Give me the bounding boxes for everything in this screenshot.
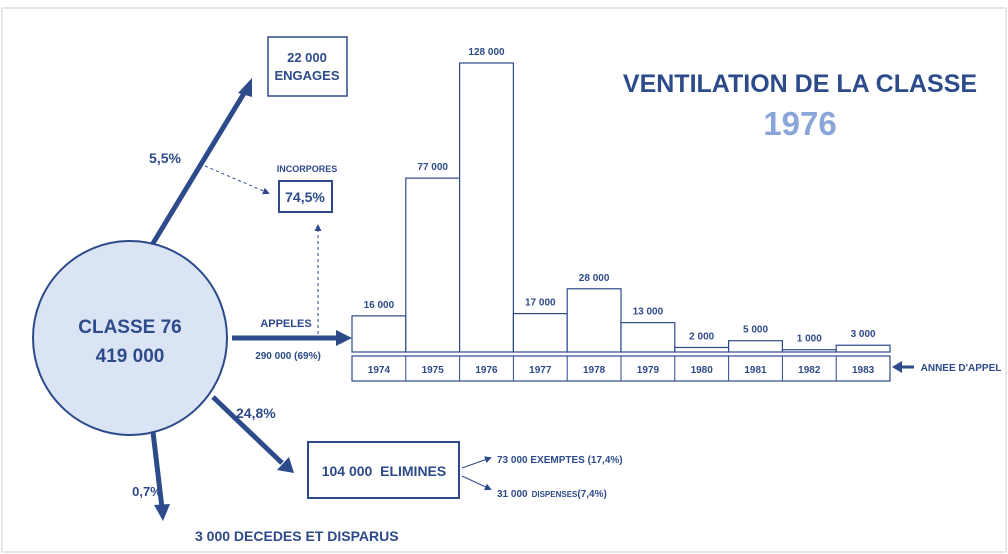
dispenses-value: 31 000: [497, 489, 528, 500]
tick-label-1980: 1980: [691, 365, 714, 376]
bar-1979: [620, 322, 676, 353]
elimines-arrow-shaft: [211, 395, 284, 465]
appeles-sub: 290 000 (69%): [255, 351, 321, 362]
annee-axis-label: ANNEE D'APPEL: [921, 363, 1002, 374]
incorpores-value: 74,5%: [285, 189, 325, 205]
dispenses-label: 31 000 DISPENSES(7,4%): [497, 489, 607, 500]
bar-value-label-1977: 17 000: [525, 298, 556, 309]
decedes-percent: 0,7%: [132, 484, 162, 499]
dispenses-pct: (7,4%): [577, 489, 606, 500]
engages-arrow-head: [238, 78, 252, 97]
bar-value-label-1981: 5 000: [743, 325, 768, 336]
bar-1975: [405, 177, 461, 353]
incorpores-label: INCORPORES: [277, 164, 338, 174]
engages-arrow-shaft: [149, 88, 249, 247]
bar-1980: [674, 346, 730, 353]
tick-label-1979: 1979: [637, 365, 660, 376]
bar-1983: [835, 344, 891, 353]
bar-value-label-1982: 1 000: [797, 334, 822, 345]
bar-1976: [459, 62, 515, 353]
exemptes-arrow: [461, 456, 492, 469]
title-year: 1976: [763, 105, 836, 142]
engages-percent: 5,5%: [149, 150, 181, 166]
tick-label-1977: 1977: [529, 365, 552, 376]
tick-label-1975: 1975: [422, 365, 445, 376]
incorpores-box: [278, 180, 333, 213]
bar-value-label-1975: 77 000: [417, 162, 448, 173]
elimines-label: 104 000 ELIMINES: [322, 463, 447, 479]
bar-value-label-1983: 3 000: [851, 329, 876, 340]
bar-1978: [566, 288, 622, 353]
bar-value-label-1979: 13 000: [633, 307, 664, 318]
elimines-arrow-head: [277, 457, 294, 473]
decedes-label: 3 000 DECEDES ET DISPARUS: [195, 528, 399, 544]
appel-year-bar-chart: 16 000 77 000 128 000 17 000 28 000 13 000 2 0…: [351, 47, 891, 382]
elimines-box: [307, 441, 460, 499]
elimines-percent: 24,8%: [236, 405, 276, 421]
frame-border: [1, 7, 1007, 553]
tick-label-1978: 1978: [583, 365, 606, 376]
bar-value-label-1976: 128 000: [468, 47, 505, 58]
incorpores-dashed-arrow-1: [204, 165, 270, 195]
tick-label-1974: 1974: [368, 365, 391, 376]
classe-total: 419 000: [96, 346, 165, 367]
dispenses-name: DISPENSES: [532, 490, 578, 499]
title-line1: VENTILATION DE LA CLASSE: [623, 70, 977, 98]
bar-1982: [781, 349, 837, 353]
bar-1974: [351, 315, 407, 353]
tick-label-1981: 1981: [744, 365, 767, 376]
bar-value-label-1974: 16 000: [364, 300, 395, 311]
tick-label-1982: 1982: [798, 365, 821, 376]
decedes-arrow-shaft: [150, 431, 165, 509]
tick-label-1976: 1976: [475, 365, 498, 376]
appeles-arrow-head: [336, 330, 352, 346]
engages-box: [267, 36, 348, 97]
engages-value: 22 000: [287, 50, 327, 65]
classe-name: CLASSE 76: [78, 317, 181, 338]
bar-value-label-1978: 28 000: [579, 273, 610, 284]
exemptes-label: 73 000 EXEMPTES (17,4%): [497, 455, 623, 466]
appeles-label: APPELES: [260, 318, 311, 330]
annee-arrow-head: [892, 361, 902, 373]
dispenses-arrow: [461, 475, 492, 491]
tick-label-1983: 1983: [852, 365, 875, 376]
bar-value-label-1980: 2 000: [689, 331, 714, 342]
engages-name: ENGAGES: [274, 68, 339, 83]
decedes-arrow-head: [154, 504, 170, 521]
bar-1981: [727, 340, 783, 353]
classe-circle: [32, 240, 228, 436]
bar-1977: [512, 313, 568, 353]
